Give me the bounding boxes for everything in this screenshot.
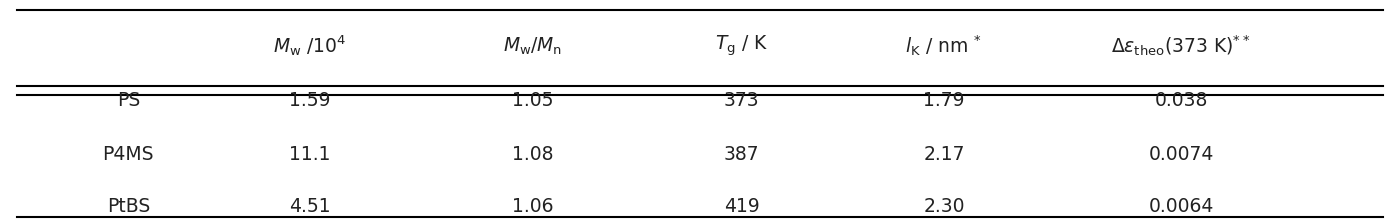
Text: PS: PS — [116, 91, 140, 110]
Text: 1.06: 1.06 — [512, 197, 553, 216]
Text: 11.1: 11.1 — [288, 145, 330, 164]
Text: $M_{\mathrm{w}}$ /10$^{4}$: $M_{\mathrm{w}}$ /10$^{4}$ — [273, 34, 346, 58]
Text: 419: 419 — [724, 197, 760, 216]
Text: 373: 373 — [724, 91, 760, 110]
Text: $M_{\mathrm{w}}$/$M_{\mathrm{n}}$: $M_{\mathrm{w}}$/$M_{\mathrm{n}}$ — [503, 36, 563, 57]
Text: $\Delta\varepsilon_{\mathrm{theo}}$(373 K)$^{**}$: $\Delta\varepsilon_{\mathrm{theo}}$(373 … — [1112, 34, 1250, 58]
Text: 1.79: 1.79 — [923, 91, 965, 110]
Text: 2.30: 2.30 — [923, 197, 965, 216]
Text: 1.08: 1.08 — [512, 145, 553, 164]
Text: 0.038: 0.038 — [1155, 91, 1208, 110]
Text: $T_{\mathrm{g}}$ / K: $T_{\mathrm{g}}$ / K — [715, 34, 769, 58]
Text: 0.0064: 0.0064 — [1148, 197, 1214, 216]
Text: 0.0074: 0.0074 — [1148, 145, 1214, 164]
Text: 1.59: 1.59 — [288, 91, 330, 110]
Text: P4MS: P4MS — [102, 145, 154, 164]
Text: 387: 387 — [724, 145, 760, 164]
Text: 4.51: 4.51 — [288, 197, 330, 216]
Text: $l_{\mathrm{K}}$ / nm $^{*}$: $l_{\mathrm{K}}$ / nm $^{*}$ — [906, 34, 983, 58]
Text: 2.17: 2.17 — [923, 145, 965, 164]
Text: 1.05: 1.05 — [512, 91, 553, 110]
Text: PtBS: PtBS — [106, 197, 150, 216]
